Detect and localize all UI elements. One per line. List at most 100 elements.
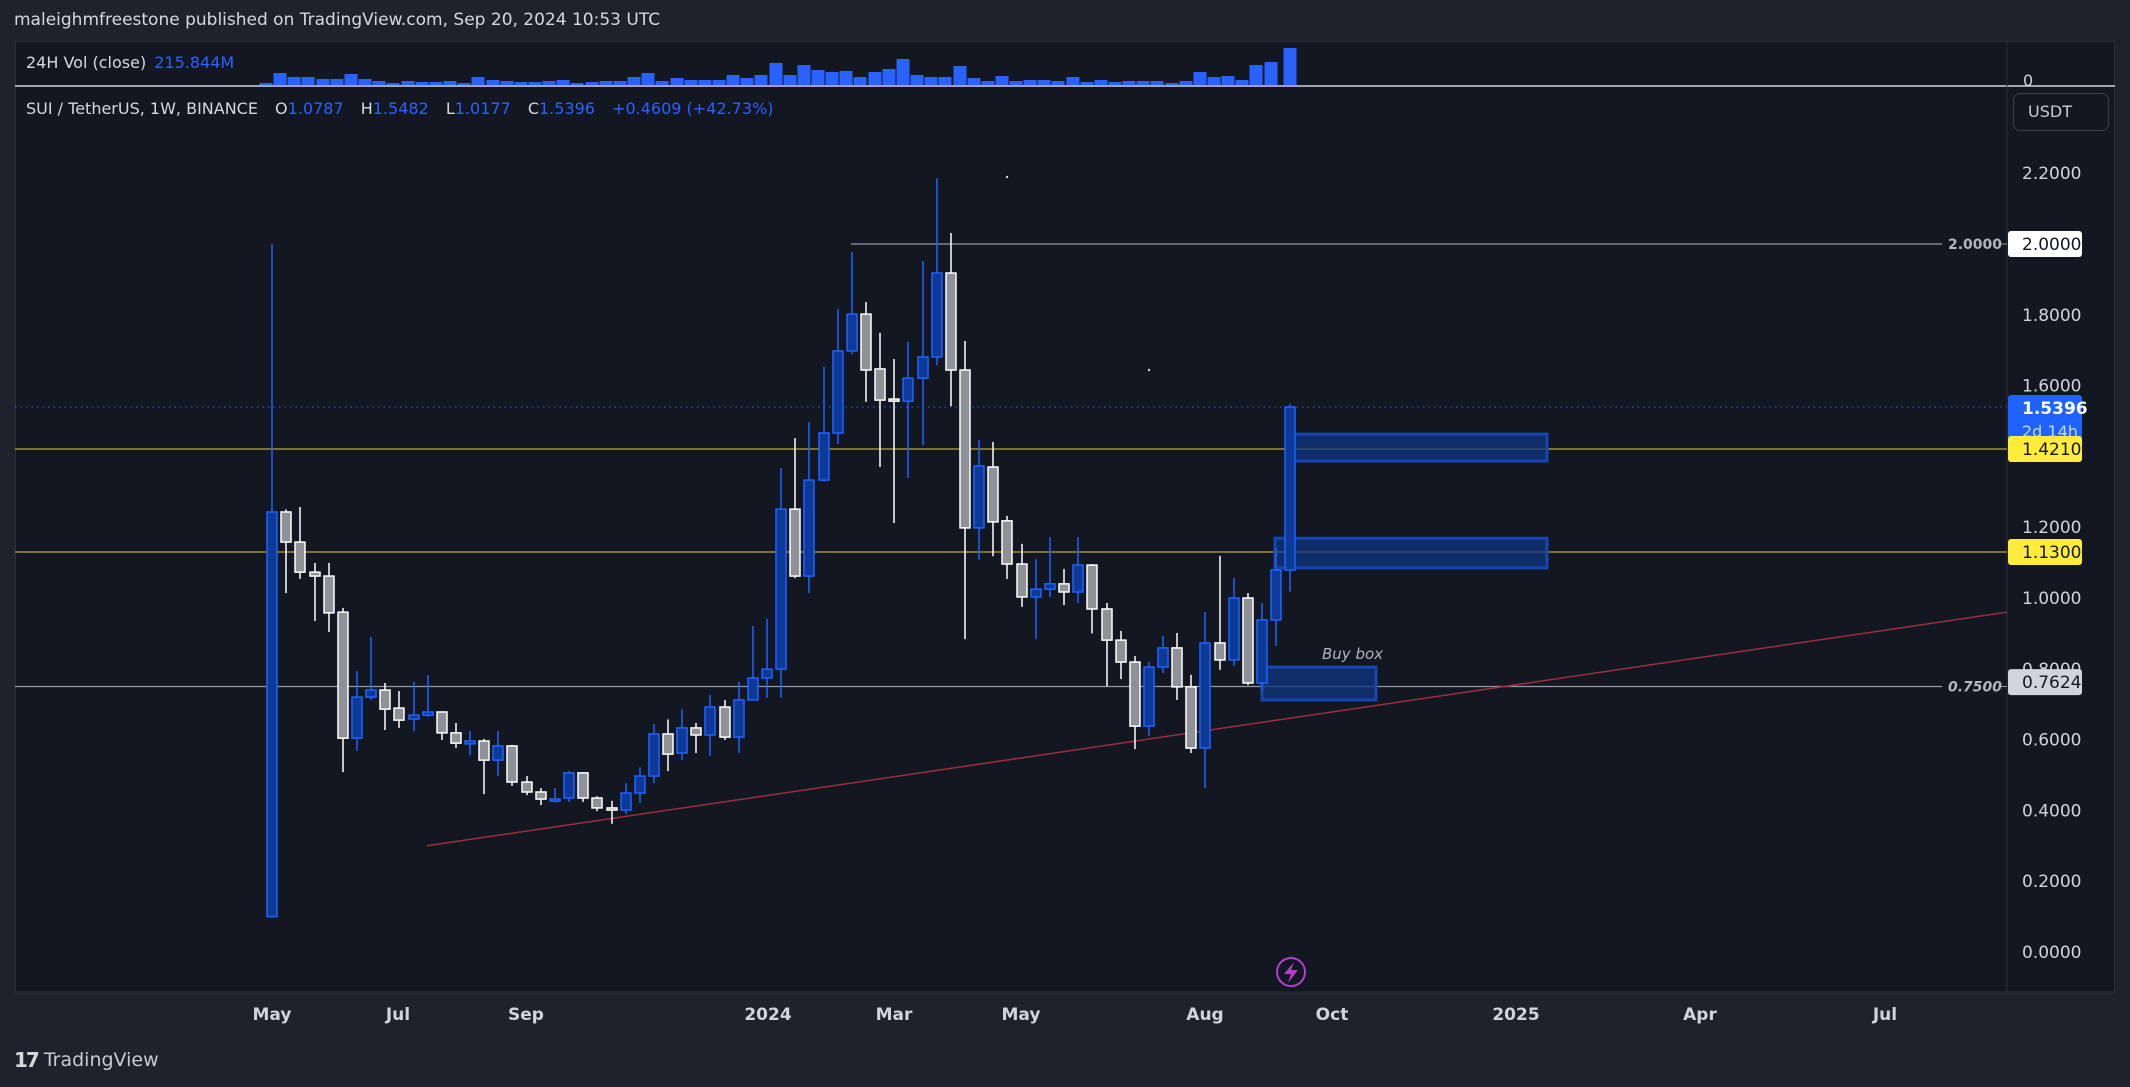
candle[interactable] — [846, 252, 858, 355]
candle[interactable] — [874, 332, 886, 468]
candle[interactable] — [323, 562, 335, 632]
candle[interactable] — [1199, 612, 1211, 789]
volume-bar — [301, 77, 315, 85]
candle[interactable] — [747, 625, 759, 701]
candle[interactable] — [634, 767, 646, 803]
candle[interactable] — [365, 636, 377, 700]
candle[interactable] — [266, 244, 278, 918]
candle[interactable] — [1242, 593, 1254, 686]
candle[interactable] — [973, 440, 985, 561]
candle[interactable] — [1157, 635, 1169, 674]
candle[interactable] — [1270, 548, 1282, 646]
candle[interactable] — [606, 800, 618, 824]
candle[interactable] — [1086, 564, 1098, 634]
buy-box[interactable] — [1260, 665, 1378, 702]
volume-bar — [754, 75, 768, 85]
zone-box[interactable] — [1287, 432, 1549, 463]
candle[interactable] — [888, 359, 900, 523]
candle[interactable] — [1256, 602, 1268, 691]
candle[interactable] — [945, 233, 957, 407]
candle[interactable] — [704, 694, 716, 756]
candle-body — [775, 508, 787, 670]
candle[interactable] — [803, 422, 815, 594]
candle[interactable] — [648, 724, 660, 784]
candle[interactable] — [492, 731, 504, 777]
candle[interactable] — [690, 722, 702, 754]
candle-body — [846, 313, 858, 352]
candle-body — [521, 781, 533, 793]
candle[interactable] — [1072, 537, 1084, 603]
currency-button[interactable]: USDT — [2013, 93, 2109, 131]
candle[interactable] — [1058, 568, 1070, 606]
candle[interactable] — [379, 682, 391, 731]
candle[interactable] — [1016, 543, 1028, 607]
candle[interactable] — [719, 699, 731, 740]
candle[interactable] — [676, 709, 688, 761]
candle[interactable] — [620, 783, 632, 814]
volume-bar — [882, 69, 896, 85]
candle-body — [492, 745, 504, 761]
candle[interactable] — [422, 675, 434, 717]
chart-frame[interactable] — [15, 41, 2115, 994]
price-axis-badge-value: 0.7624 — [2022, 673, 2081, 693]
candle[interactable] — [1228, 577, 1240, 666]
candle[interactable] — [393, 691, 405, 728]
candle[interactable] — [294, 507, 306, 579]
candle[interactable] — [1030, 559, 1042, 640]
candle[interactable] — [549, 788, 561, 803]
candle[interactable] — [1143, 662, 1155, 737]
candle[interactable] — [917, 260, 929, 446]
candle[interactable] — [987, 441, 999, 557]
candle[interactable] — [337, 607, 349, 773]
candle[interactable] — [464, 731, 476, 756]
candle[interactable] — [1101, 602, 1113, 687]
time-axis-label: Jul — [385, 1005, 410, 1025]
candle[interactable] — [1214, 555, 1226, 670]
time-axis-label: Sep — [508, 1005, 544, 1025]
candle[interactable] — [832, 309, 844, 445]
candle[interactable] — [789, 437, 801, 579]
candle[interactable] — [436, 711, 448, 740]
candle[interactable] — [662, 719, 674, 772]
candle[interactable] — [931, 178, 943, 366]
candle[interactable] — [1115, 630, 1127, 680]
candle[interactable] — [309, 562, 321, 622]
volume-bar — [769, 63, 783, 85]
tradingview-logo[interactable]: 17 TradingView — [14, 1048, 159, 1072]
candle[interactable] — [818, 366, 830, 482]
candle[interactable] — [351, 670, 363, 751]
lightning-icon[interactable] — [1276, 957, 1306, 987]
symbol-legend[interactable]: SUI / TetherUS, 1W, BINANCE O1.0787 H1.5… — [26, 99, 773, 118]
support-trendline[interactable] — [426, 611, 2008, 847]
candle[interactable] — [1171, 633, 1183, 700]
candle[interactable] — [1001, 515, 1013, 579]
candle[interactable] — [902, 342, 914, 478]
candle[interactable] — [591, 796, 603, 812]
volume-legend[interactable]: 24H Vol (close) 215.844M — [26, 53, 234, 72]
candle[interactable] — [959, 340, 971, 640]
candle[interactable] — [1185, 674, 1197, 754]
candle[interactable] — [761, 618, 773, 698]
candle[interactable] — [1284, 403, 1296, 592]
candle-body — [280, 511, 292, 543]
candle[interactable] — [860, 302, 872, 402]
candle[interactable] — [478, 738, 490, 795]
drawing-dot — [1005, 175, 1009, 179]
candle[interactable] — [280, 509, 292, 594]
volume-bar — [1235, 80, 1249, 85]
candle[interactable] — [506, 744, 518, 786]
candle[interactable] — [1129, 656, 1141, 750]
candle[interactable] — [1044, 537, 1056, 597]
candle[interactable] — [733, 681, 745, 754]
candle[interactable] — [775, 468, 787, 698]
candle[interactable] — [408, 681, 420, 732]
candle[interactable] — [521, 776, 533, 796]
candle[interactable] — [577, 772, 589, 802]
candle[interactable] — [450, 722, 462, 749]
candle[interactable] — [535, 788, 547, 806]
volume-bar — [613, 81, 627, 85]
candle[interactable] — [563, 771, 575, 802]
candle-body — [719, 706, 731, 738]
zone-box[interactable] — [1273, 536, 1549, 570]
